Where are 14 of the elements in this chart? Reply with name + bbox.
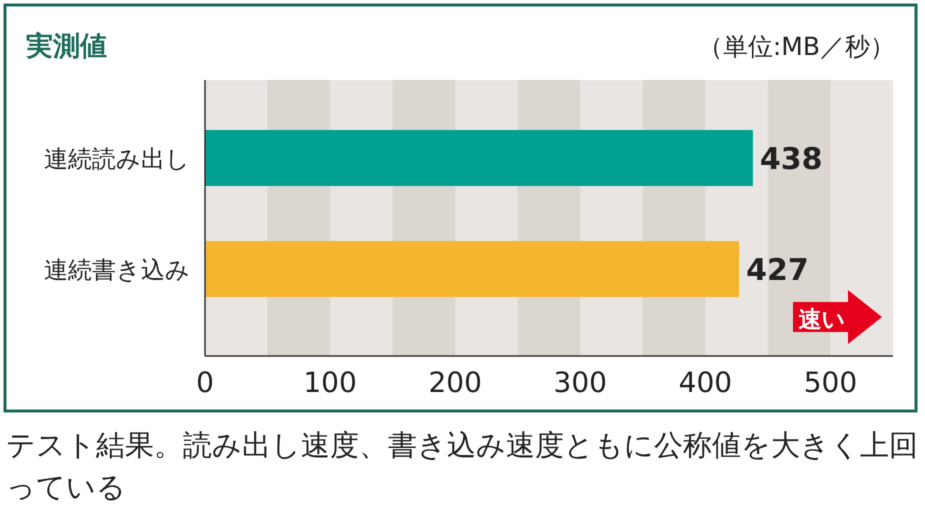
annotation: 速い <box>798 307 846 333</box>
text: テスト結果。読み出し速度、書き込み速度ともに公称値を大きく上回っている <box>6 427 918 506</box>
x-tick-label: 100 <box>303 366 357 399</box>
chart-title: 実測値 <box>25 31 107 62</box>
chart-subtitle: （単位:MB／秒） <box>698 32 895 61</box>
x-tick-label: 300 <box>554 366 607 399</box>
x-tick-label: 400 <box>678 366 732 399</box>
data-label: 438 <box>760 142 823 177</box>
x-tick-label: 500 <box>804 366 858 399</box>
y-tick-label: 連続読み出し <box>44 145 190 173</box>
y-tick-label: 連続書き込み <box>44 256 190 284</box>
x-tick-label: 200 <box>428 366 482 399</box>
x-tick-label: 0 <box>196 366 214 399</box>
data-label: 427 <box>746 253 809 288</box>
